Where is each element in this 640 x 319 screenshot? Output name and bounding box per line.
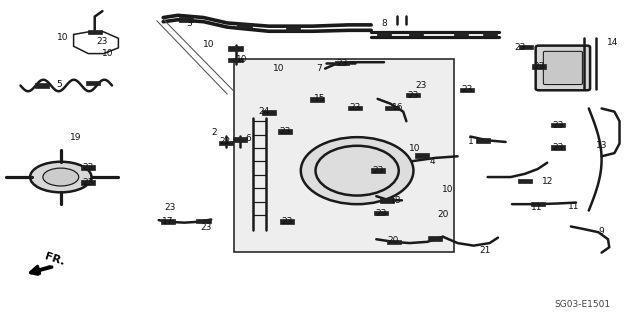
FancyBboxPatch shape [454, 32, 468, 36]
FancyBboxPatch shape [415, 153, 429, 158]
Text: 23: 23 [461, 85, 473, 94]
FancyBboxPatch shape [536, 46, 590, 90]
Text: 22: 22 [220, 137, 231, 146]
FancyBboxPatch shape [374, 211, 388, 215]
Text: 13: 13 [596, 141, 607, 150]
FancyBboxPatch shape [531, 202, 545, 206]
Text: 10: 10 [442, 185, 454, 194]
Ellipse shape [301, 137, 413, 204]
FancyBboxPatch shape [483, 32, 497, 36]
Text: 23: 23 [281, 217, 292, 226]
FancyBboxPatch shape [81, 165, 95, 170]
Text: 20: 20 [387, 236, 399, 245]
Text: 23: 23 [415, 81, 427, 90]
FancyBboxPatch shape [88, 30, 102, 34]
FancyBboxPatch shape [262, 110, 276, 115]
Text: 10: 10 [273, 64, 284, 73]
Text: 14: 14 [607, 38, 619, 47]
Circle shape [43, 168, 79, 186]
Text: 17: 17 [162, 217, 173, 226]
FancyBboxPatch shape [86, 81, 100, 85]
Text: 23: 23 [552, 121, 564, 130]
FancyBboxPatch shape [228, 58, 243, 62]
Text: SG03-E1501: SG03-E1501 [554, 300, 611, 309]
Text: 8: 8 [381, 19, 387, 28]
FancyBboxPatch shape [409, 32, 423, 36]
Text: 10: 10 [102, 49, 113, 58]
FancyBboxPatch shape [377, 32, 391, 36]
FancyBboxPatch shape [519, 45, 533, 49]
Text: 10: 10 [203, 40, 214, 48]
Text: 18: 18 [390, 196, 401, 205]
FancyBboxPatch shape [385, 106, 399, 110]
Text: 10: 10 [57, 33, 68, 42]
FancyBboxPatch shape [81, 180, 95, 185]
Text: 23: 23 [375, 209, 387, 218]
FancyBboxPatch shape [234, 59, 454, 252]
Text: 23: 23 [83, 178, 94, 187]
Text: 23: 23 [83, 163, 94, 172]
FancyBboxPatch shape [278, 129, 292, 134]
FancyBboxPatch shape [196, 219, 211, 223]
FancyBboxPatch shape [35, 83, 49, 88]
FancyBboxPatch shape [219, 141, 233, 145]
FancyBboxPatch shape [406, 93, 420, 97]
Text: 15: 15 [314, 94, 326, 103]
FancyBboxPatch shape [551, 145, 565, 150]
Text: 23: 23 [372, 166, 383, 175]
Text: 16: 16 [392, 103, 404, 112]
FancyBboxPatch shape [237, 23, 252, 28]
Circle shape [30, 162, 92, 192]
Text: 11: 11 [568, 202, 579, 211]
Text: 23: 23 [533, 62, 545, 71]
Text: 4: 4 [429, 157, 435, 166]
FancyBboxPatch shape [460, 88, 474, 92]
FancyBboxPatch shape [428, 236, 442, 241]
Text: 3: 3 [186, 19, 191, 28]
FancyBboxPatch shape [286, 26, 300, 31]
Text: 10: 10 [236, 55, 248, 63]
Text: 23: 23 [279, 127, 291, 136]
Text: FR.: FR. [44, 251, 66, 267]
Text: 6: 6 [246, 134, 251, 143]
FancyBboxPatch shape [551, 123, 565, 127]
Text: 23: 23 [552, 143, 564, 152]
Text: 24: 24 [258, 107, 269, 115]
Text: 2: 2 [212, 128, 217, 137]
FancyBboxPatch shape [518, 179, 532, 183]
FancyBboxPatch shape [161, 219, 175, 224]
FancyBboxPatch shape [228, 46, 243, 51]
FancyBboxPatch shape [543, 51, 582, 85]
FancyBboxPatch shape [348, 106, 362, 110]
Text: 10: 10 [409, 144, 420, 153]
Text: 23: 23 [407, 91, 419, 100]
Text: 20: 20 [437, 210, 449, 219]
FancyBboxPatch shape [280, 219, 294, 224]
Text: 23: 23 [336, 59, 348, 68]
Text: 23: 23 [514, 43, 525, 52]
Text: 23: 23 [349, 103, 361, 112]
FancyBboxPatch shape [380, 198, 394, 203]
Text: 12: 12 [541, 177, 553, 186]
Text: 9: 9 [599, 227, 604, 236]
FancyBboxPatch shape [233, 137, 247, 142]
Text: 23: 23 [164, 204, 175, 212]
Text: 19: 19 [70, 133, 81, 142]
FancyBboxPatch shape [476, 138, 490, 143]
FancyBboxPatch shape [387, 240, 401, 244]
Text: 23: 23 [200, 223, 212, 232]
Text: 5: 5 [56, 80, 61, 89]
Text: 7: 7 [316, 64, 321, 73]
Text: 11: 11 [531, 203, 542, 212]
Text: 23: 23 [97, 37, 108, 46]
FancyBboxPatch shape [371, 168, 385, 173]
FancyBboxPatch shape [310, 97, 324, 102]
Text: 1: 1 [468, 137, 473, 146]
FancyBboxPatch shape [335, 61, 349, 65]
Text: 21: 21 [479, 246, 491, 255]
FancyBboxPatch shape [532, 64, 546, 69]
FancyBboxPatch shape [179, 17, 193, 22]
